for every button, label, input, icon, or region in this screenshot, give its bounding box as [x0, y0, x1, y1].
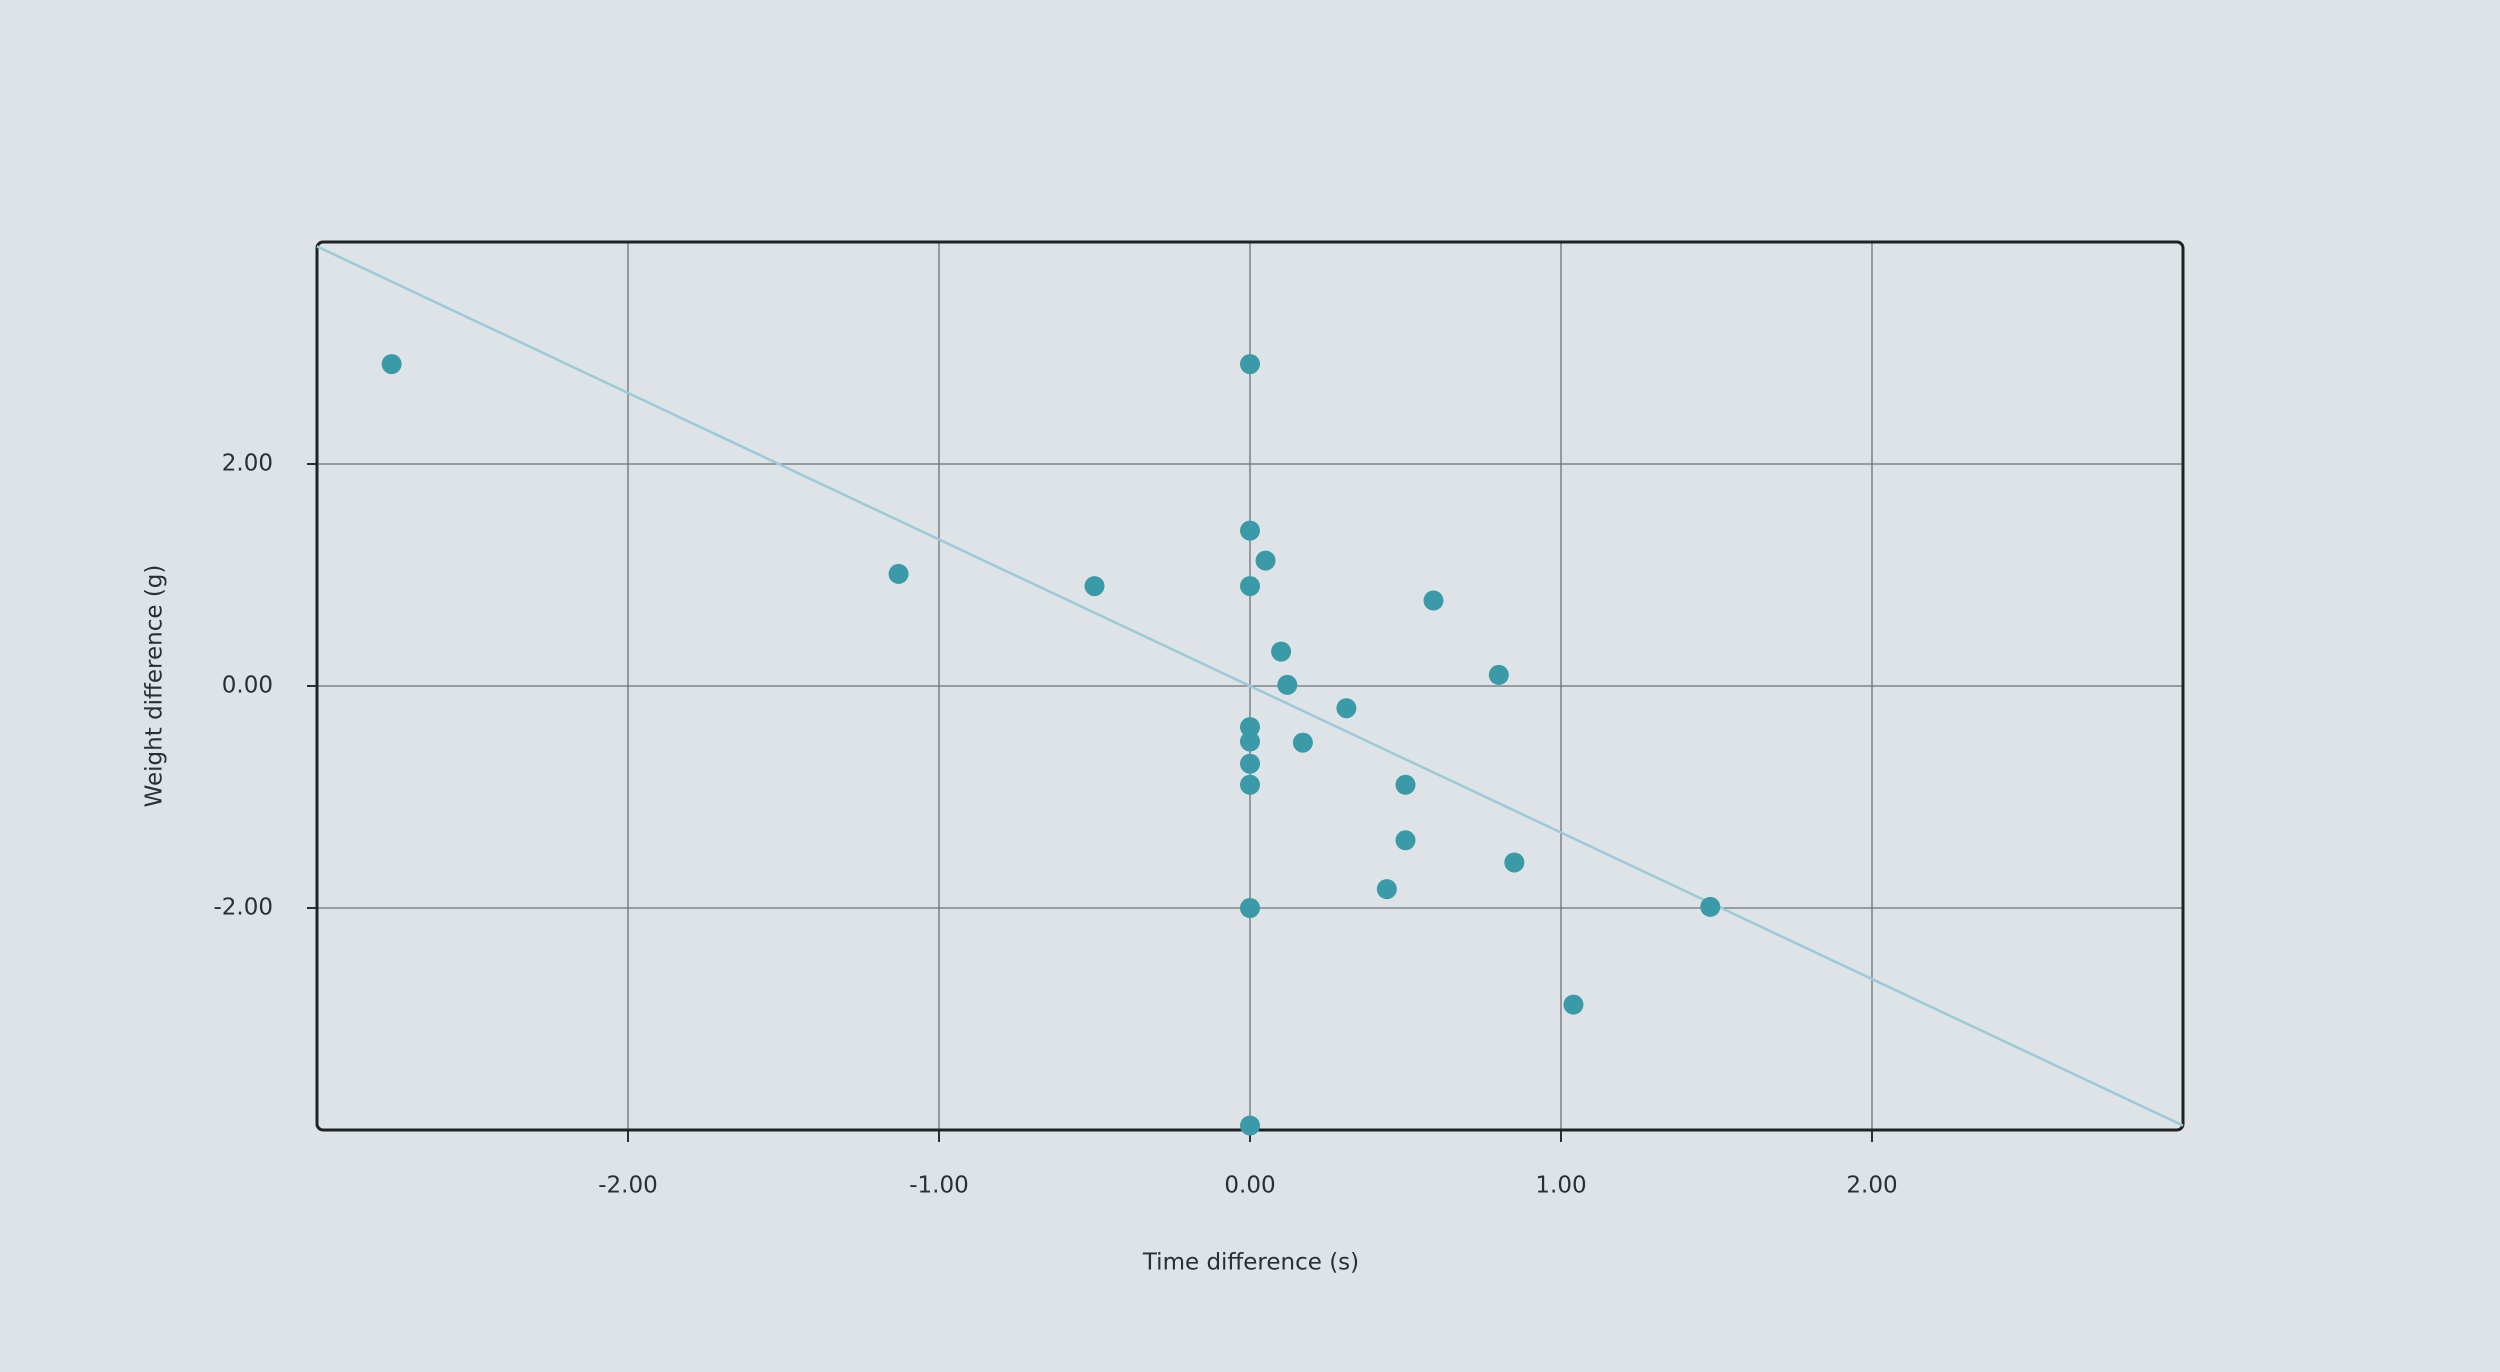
data-point: [1240, 753, 1260, 774]
y-tick-label: -2.00: [213, 895, 273, 921]
data-point: [1292, 732, 1313, 753]
data-point: [1504, 852, 1525, 873]
data-point: [1240, 717, 1260, 738]
data-point: [1376, 879, 1397, 900]
x-tick-label: 2.00: [1846, 1173, 1897, 1199]
data-point: [1255, 550, 1276, 571]
data-point: [1271, 641, 1292, 662]
data-point: [1240, 731, 1260, 752]
data-point: [1395, 774, 1416, 795]
data-point: [888, 563, 909, 584]
data-point: [1488, 664, 1509, 685]
y-axis-label: Weight difference (g): [142, 565, 168, 808]
data-point: [1336, 698, 1357, 719]
data-point: [1240, 774, 1260, 795]
data-point: [1084, 576, 1105, 597]
x-axis-label: Time difference (s): [1142, 1250, 1359, 1276]
data-point: [1395, 830, 1416, 851]
x-tick-label: 0.00: [1224, 1173, 1275, 1199]
trend-line: [316, 245, 2184, 1127]
data-point: [1277, 674, 1298, 695]
y-tick-label: 2.00: [222, 451, 273, 477]
data-point: [1563, 994, 1584, 1015]
data-point: [1240, 898, 1260, 918]
x-tick-label: -1.00: [909, 1173, 969, 1199]
data-point: [381, 354, 402, 375]
data-point: [1240, 1115, 1260, 1136]
y-tick-label: 0.00: [222, 673, 273, 699]
data-point: [1700, 896, 1721, 917]
x-tick-label: -2.00: [598, 1173, 658, 1199]
x-tick-label: 1.00: [1535, 1173, 1586, 1199]
data-point: [1240, 354, 1260, 375]
data-point: [1240, 576, 1260, 597]
data-point: [1240, 520, 1260, 541]
data-point: [1423, 590, 1444, 611]
